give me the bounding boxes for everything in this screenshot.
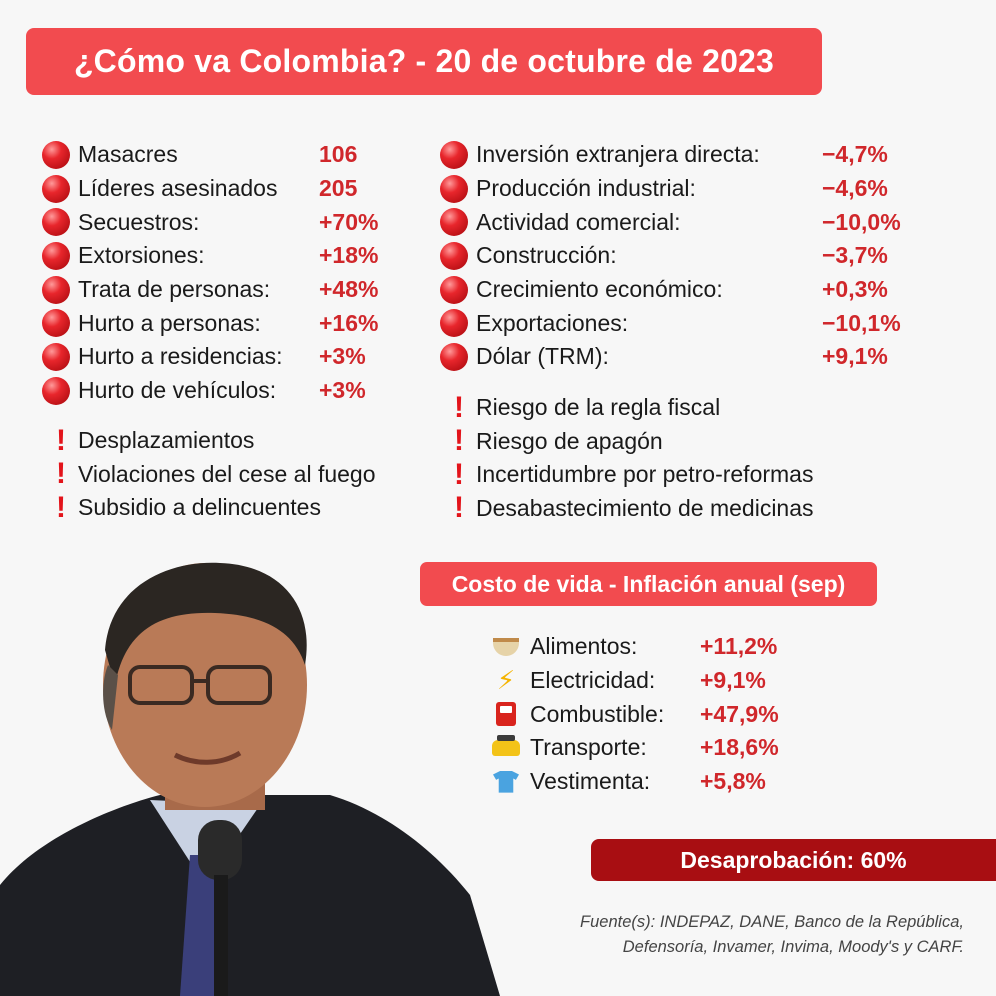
list-item: Crecimiento económico: +0,3% — [440, 273, 962, 307]
red-circle-icon — [440, 208, 468, 237]
list-item: ! Incertidumbre por petro-reformas — [442, 458, 814, 492]
list-item: Combustible: +47,9% — [490, 697, 810, 731]
list-item: Trata de personas: +48% — [42, 273, 404, 307]
economy-list: Inversión extranjera directa: −4,7% Produ… — [440, 138, 962, 374]
list-item: ⚡ Electricidad: +9,1% — [490, 664, 810, 698]
exclamation-icon: ! — [454, 390, 464, 424]
list-item: Construcción: −3,7% — [440, 239, 962, 273]
red-circle-icon — [440, 174, 468, 203]
page-title: ¿Cómo va Colombia? - 20 de octubre de 20… — [73, 43, 775, 79]
security-list: Masacres 106 Líderes asesinados 205 Secues… — [42, 138, 404, 408]
fuel-pump-icon — [490, 700, 522, 728]
red-circle-icon — [440, 275, 468, 304]
red-circle-icon — [42, 174, 70, 203]
economy-warnings: ! Riesgo de la regla fiscal ! Riesgo de ap… — [442, 391, 814, 525]
red-circle-icon — [42, 342, 70, 371]
list-item: Masacres 106 — [42, 138, 404, 172]
taxi-icon — [490, 734, 522, 762]
portrait-photo — [0, 562, 500, 996]
red-circle-icon — [440, 342, 468, 371]
disapproval-badge: Desaprobación: 60% — [591, 839, 996, 881]
exclamation-icon: ! — [56, 423, 66, 457]
red-circle-icon — [42, 376, 70, 405]
list-item: Hurto de vehículos: +3% — [42, 374, 404, 408]
security-warnings: ! Desplazamientos ! Violaciones del cese a… — [44, 424, 376, 525]
list-item: Extorsiones: +18% — [42, 239, 404, 273]
lightning-icon: ⚡ — [496, 665, 516, 696]
food-bowl-icon — [490, 633, 522, 661]
disapproval-text: Desaprobación: 60% — [680, 846, 907, 873]
exclamation-icon: ! — [454, 424, 464, 458]
list-item: Actividad comercial: −10,0% — [440, 205, 962, 239]
list-item: Hurto a residencias: +3% — [42, 340, 404, 374]
list-item: ! Desplazamientos — [44, 424, 376, 458]
list-item: Exportaciones: −10,1% — [440, 306, 962, 340]
red-circle-icon — [440, 309, 468, 338]
source-line: Fuente(s): INDEPAZ, DANE, Banco de la Re… — [580, 913, 964, 931]
list-item: Transporte: +18,6% — [490, 731, 810, 765]
exclamation-icon: ! — [454, 457, 464, 491]
list-item: ! Riesgo de la regla fiscal — [442, 391, 814, 425]
red-circle-icon — [440, 241, 468, 270]
exclamation-icon: ! — [454, 491, 464, 525]
exclamation-icon: ! — [56, 490, 66, 524]
inflation-list: Alimentos: +11,2% ⚡ Electricidad: +9,1% Com… — [490, 630, 810, 798]
shirt-icon — [490, 768, 522, 796]
list-item: Líderes asesinados 205 — [42, 172, 404, 206]
inflation-banner: Costo de vida - Inflación anual (sep) — [420, 562, 877, 606]
list-item: Producción industrial: −4,6% — [440, 172, 962, 206]
red-circle-icon — [42, 241, 70, 270]
list-item: Vestimenta: +5,8% — [490, 765, 810, 799]
red-circle-icon — [42, 309, 70, 338]
title-banner: ¿Cómo va Colombia? - 20 de octubre de 20… — [26, 28, 822, 95]
list-item: ! Violaciones del cese al fuego — [44, 458, 376, 492]
source-line: Defensoría, Invamer, Invima, Moody's y C… — [622, 938, 964, 956]
list-item: Alimentos: +11,2% — [490, 630, 810, 664]
red-circle-icon — [440, 140, 468, 169]
inflation-title: Costo de vida - Inflación anual (sep) — [451, 570, 846, 597]
red-circle-icon — [42, 140, 70, 169]
list-item: Inversión extranjera directa: −4,7% — [440, 138, 962, 172]
exclamation-icon: ! — [56, 457, 66, 491]
red-circle-icon — [42, 208, 70, 237]
list-item: Dólar (TRM): +9,1% — [440, 340, 962, 374]
list-item: ! Desabastecimiento de medicinas — [442, 492, 814, 526]
list-item: Hurto a personas: +16% — [42, 306, 404, 340]
source-note: Fuente(s): INDEPAZ, DANE, Banco de la Re… — [504, 910, 964, 960]
list-item: ! Subsidio a delincuentes — [44, 491, 376, 525]
list-item: ! Riesgo de apagón — [442, 425, 814, 459]
list-item: Secuestros: +70% — [42, 205, 404, 239]
red-circle-icon — [42, 275, 70, 304]
